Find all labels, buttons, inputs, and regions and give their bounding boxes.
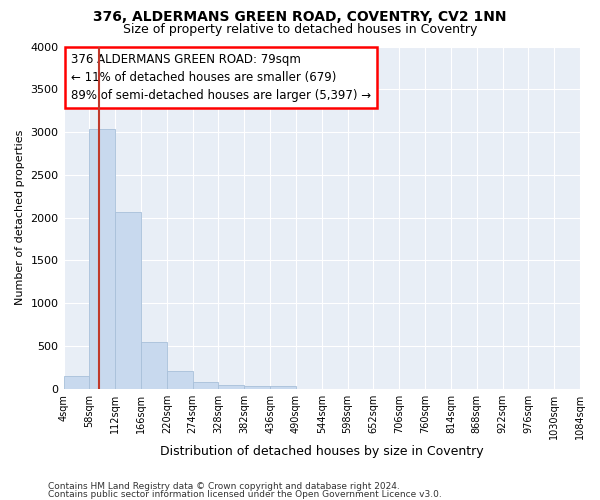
Bar [218,386,244,389]
Bar [244,386,270,389]
Bar [193,382,218,389]
Bar [64,376,89,389]
Bar [141,342,167,389]
Bar [270,386,296,389]
Bar [115,212,141,389]
Text: 376, ALDERMANS GREEN ROAD, COVENTRY, CV2 1NN: 376, ALDERMANS GREEN ROAD, COVENTRY, CV2… [93,10,507,24]
Text: Size of property relative to detached houses in Coventry: Size of property relative to detached ho… [123,22,477,36]
Bar [89,128,115,389]
Text: Contains public sector information licensed under the Open Government Licence v3: Contains public sector information licen… [48,490,442,499]
X-axis label: Distribution of detached houses by size in Coventry: Distribution of detached houses by size … [160,444,484,458]
Y-axis label: Number of detached properties: Number of detached properties [15,130,25,306]
Text: 376 ALDERMANS GREEN ROAD: 79sqm
← 11% of detached houses are smaller (679)
89% o: 376 ALDERMANS GREEN ROAD: 79sqm ← 11% of… [71,54,371,102]
Bar [167,372,193,389]
Text: Contains HM Land Registry data © Crown copyright and database right 2024.: Contains HM Land Registry data © Crown c… [48,482,400,491]
